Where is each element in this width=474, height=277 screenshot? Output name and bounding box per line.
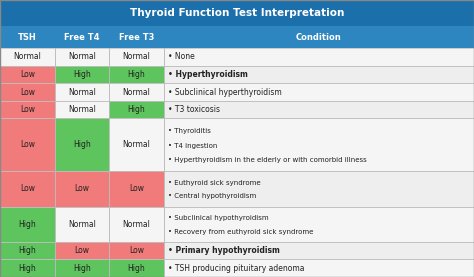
Bar <box>55 207 109 242</box>
Bar <box>0 26 474 48</box>
Text: • Hyperthyroidism: • Hyperthyroidism <box>167 70 247 79</box>
Bar <box>55 119 109 171</box>
Bar <box>109 242 164 259</box>
Text: Low: Low <box>129 184 144 193</box>
Bar <box>164 242 474 259</box>
Text: Normal: Normal <box>122 220 150 229</box>
Text: • Subclinical hypothyroidism: • Subclinical hypothyroidism <box>167 215 268 221</box>
Bar <box>109 101 164 119</box>
Bar <box>0 48 474 66</box>
Bar <box>0 207 474 242</box>
Bar <box>0 207 55 242</box>
Text: Normal: Normal <box>122 52 150 61</box>
Text: Low: Low <box>20 140 35 149</box>
Bar <box>0 259 55 277</box>
Bar <box>0 0 474 26</box>
Text: • TSH producing pituitary adenoma: • TSH producing pituitary adenoma <box>167 264 304 273</box>
Text: Thyroid Function Test Interpretation: Thyroid Function Test Interpretation <box>130 8 344 18</box>
Bar <box>164 66 474 83</box>
Text: • T4 ingestion: • T4 ingestion <box>167 143 217 149</box>
Bar <box>0 101 55 119</box>
Bar <box>164 48 474 66</box>
Bar <box>0 66 474 83</box>
Text: Free T4: Free T4 <box>64 32 100 42</box>
Bar <box>164 259 474 277</box>
Text: High: High <box>73 70 91 79</box>
Bar <box>0 259 474 277</box>
Text: • Euthyroid sick syndrome: • Euthyroid sick syndrome <box>167 180 260 186</box>
Bar <box>164 119 474 171</box>
Bar <box>109 259 164 277</box>
Bar <box>0 171 55 207</box>
Text: High: High <box>73 140 91 149</box>
Text: High: High <box>128 264 145 273</box>
Text: Normal: Normal <box>13 52 41 61</box>
Bar <box>109 119 164 171</box>
Bar <box>164 171 474 207</box>
Text: Condition: Condition <box>296 32 342 42</box>
Text: High: High <box>73 264 91 273</box>
Bar <box>164 101 474 119</box>
Text: Low: Low <box>74 246 89 255</box>
Text: • Subclinical hyperthyroidism: • Subclinical hyperthyroidism <box>167 88 281 97</box>
Bar <box>0 119 55 171</box>
Text: Free T3: Free T3 <box>118 32 154 42</box>
Text: High: High <box>18 220 36 229</box>
Text: • Hyperthyroidism in the elderly or with comorbid illness: • Hyperthyroidism in the elderly or with… <box>167 157 366 163</box>
Bar <box>55 83 109 101</box>
Bar <box>0 66 55 83</box>
Text: • None: • None <box>167 52 194 61</box>
Bar <box>55 66 109 83</box>
Bar <box>109 171 164 207</box>
Text: Low: Low <box>20 70 35 79</box>
Bar <box>0 48 55 66</box>
Text: Normal: Normal <box>68 220 96 229</box>
Text: Normal: Normal <box>68 105 96 114</box>
Bar <box>109 48 164 66</box>
Text: Normal: Normal <box>122 140 150 149</box>
Text: • Primary hypothyroidism: • Primary hypothyroidism <box>167 246 279 255</box>
Bar <box>55 48 109 66</box>
Bar <box>55 101 109 119</box>
Bar <box>0 119 474 171</box>
Bar <box>0 242 55 259</box>
Bar <box>0 101 474 119</box>
Text: • Central hypothyroidism: • Central hypothyroidism <box>167 193 256 199</box>
Bar <box>164 207 474 242</box>
Text: High: High <box>128 105 145 114</box>
Text: High: High <box>18 246 36 255</box>
Text: High: High <box>18 264 36 273</box>
Bar <box>109 207 164 242</box>
Bar <box>0 171 474 207</box>
Text: Normal: Normal <box>68 88 96 97</box>
Bar <box>55 259 109 277</box>
Bar <box>55 171 109 207</box>
Text: TSH: TSH <box>18 32 36 42</box>
Bar <box>164 83 474 101</box>
Text: • T3 toxicosis: • T3 toxicosis <box>167 105 219 114</box>
Text: High: High <box>128 70 145 79</box>
Bar <box>109 83 164 101</box>
Text: Normal: Normal <box>122 88 150 97</box>
Text: • Thyroiditis: • Thyroiditis <box>167 128 210 134</box>
Bar <box>0 83 55 101</box>
Bar <box>55 242 109 259</box>
Text: Low: Low <box>129 246 144 255</box>
Bar <box>0 242 474 259</box>
Text: Low: Low <box>20 184 35 193</box>
Text: Low: Low <box>74 184 89 193</box>
Text: Low: Low <box>20 88 35 97</box>
Bar <box>109 66 164 83</box>
Text: Normal: Normal <box>68 52 96 61</box>
Text: • Recovery from euthyroid sick syndrome: • Recovery from euthyroid sick syndrome <box>167 229 313 235</box>
Text: Low: Low <box>20 105 35 114</box>
Bar <box>0 83 474 101</box>
